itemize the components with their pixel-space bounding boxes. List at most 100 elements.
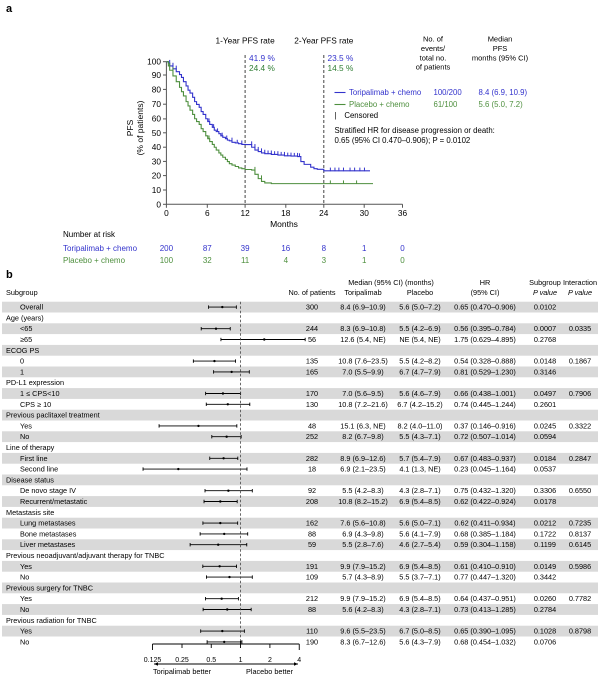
svg-text:0.66 (0.438–1.001): 0.66 (0.438–1.001) — [454, 389, 516, 398]
svg-text:6.9 (5.4–8.5): 6.9 (5.4–8.5) — [399, 562, 440, 571]
svg-text:0.8137: 0.8137 — [569, 529, 591, 538]
svg-text:18: 18 — [308, 465, 316, 474]
svg-text:5.6 (4.1–7.9): 5.6 (4.1–7.9) — [399, 529, 440, 538]
svg-text:4.1 (1.3, NE): 4.1 (1.3, NE) — [399, 465, 440, 474]
svg-text:5.7 (5.4–7.9): 5.7 (5.4–7.9) — [399, 454, 440, 463]
svg-text:0.3322: 0.3322 — [569, 421, 591, 430]
svg-text:6.7 (5.0–8.5): 6.7 (5.0–8.5) — [399, 627, 440, 636]
svg-text:1: 1 — [239, 657, 243, 664]
svg-text:0.0537: 0.0537 — [534, 465, 556, 474]
svg-text:No: No — [20, 605, 29, 614]
svg-text:0.61 (0.410–0.910): 0.61 (0.410–0.910) — [454, 562, 516, 571]
svg-text:8.2 (4.0–11.0): 8.2 (4.0–11.0) — [398, 421, 443, 430]
svg-text:9.6 (5.5–23.5): 9.6 (5.5–23.5) — [340, 627, 385, 636]
svg-text:8.3 (6.9–10.8): 8.3 (6.9–10.8) — [340, 324, 385, 333]
svg-text:0.81 (0.529–1.230): 0.81 (0.529–1.230) — [454, 367, 516, 376]
svg-text:1.75 (0.629–4.895): 1.75 (0.629–4.895) — [454, 335, 516, 344]
svg-text:<65: <65 — [20, 324, 32, 333]
svg-text:5.5 (4.2–6.9): 5.5 (4.2–6.9) — [399, 324, 440, 333]
svg-text:Metastasis site: Metastasis site — [6, 508, 54, 517]
svg-text:(95% CI): (95% CI) — [471, 288, 500, 297]
svg-text:6.7 (4.7–7.9): 6.7 (4.7–7.9) — [399, 367, 440, 376]
svg-text:0.56 (0.395–0.784): 0.56 (0.395–0.784) — [454, 324, 516, 333]
svg-text:Lung metastases: Lung metastases — [20, 519, 76, 528]
svg-text:7.6 (5.6–10.8): 7.6 (5.6–10.8) — [340, 519, 385, 528]
svg-text:4.3 (2.8–7.1): 4.3 (2.8–7.1) — [399, 605, 440, 614]
svg-text:130: 130 — [306, 400, 318, 409]
svg-text:CPS ≥ 10: CPS ≥ 10 — [20, 400, 51, 409]
svg-text:0.54 (0.328–0.888): 0.54 (0.328–0.888) — [454, 357, 516, 366]
svg-text:0.6550: 0.6550 — [569, 486, 591, 495]
svg-text:0.125: 0.125 — [144, 657, 162, 664]
svg-text:0.0335: 0.0335 — [569, 324, 591, 333]
svg-text:0.65 (0.390–1.095): 0.65 (0.390–1.095) — [454, 627, 516, 636]
svg-text:190: 190 — [306, 637, 318, 646]
svg-text:0.67 (0.483–0.937): 0.67 (0.483–0.937) — [454, 454, 516, 463]
svg-text:0.62 (0.411–0.934): 0.62 (0.411–0.934) — [454, 519, 515, 528]
svg-text:0.3442: 0.3442 — [534, 573, 556, 582]
svg-text:0.62 (0.422–0.924): 0.62 (0.422–0.924) — [454, 497, 516, 506]
svg-text:No. of patients: No. of patients — [288, 288, 335, 297]
svg-text:Overall: Overall — [20, 303, 43, 312]
svg-text:59: 59 — [308, 540, 316, 549]
svg-text:Previous paclitaxel treatment: Previous paclitaxel treatment — [6, 411, 100, 420]
svg-text:0.0245: 0.0245 — [534, 421, 556, 430]
svg-text:Age (years): Age (years) — [6, 313, 44, 322]
svg-text:0.1028: 0.1028 — [534, 627, 556, 636]
svg-text:Yes: Yes — [20, 627, 32, 636]
svg-text:88: 88 — [308, 529, 316, 538]
svg-text:Median (95% CI) (months): Median (95% CI) (months) — [348, 278, 434, 287]
svg-text:No: No — [20, 573, 29, 582]
svg-text:Second line: Second line — [20, 465, 58, 474]
svg-text:0.7782: 0.7782 — [569, 594, 591, 603]
svg-text:0.0594: 0.0594 — [534, 432, 556, 441]
svg-text:Previous radiation for TNBC: Previous radiation for TNBC — [6, 616, 97, 625]
svg-text:135: 135 — [306, 357, 318, 366]
svg-text:244: 244 — [306, 324, 318, 333]
svg-text:0.2768: 0.2768 — [534, 335, 556, 344]
svg-text:5.7 (4.3–8.9): 5.7 (4.3–8.9) — [342, 573, 383, 582]
svg-text:10.8 (7.6–23.5): 10.8 (7.6–23.5) — [338, 357, 388, 366]
svg-text:2: 2 — [268, 657, 272, 664]
svg-text:0.0178: 0.0178 — [534, 497, 556, 506]
svg-text:170: 170 — [306, 389, 318, 398]
svg-text:0.2601: 0.2601 — [534, 400, 556, 409]
svg-text:0.0149: 0.0149 — [534, 562, 556, 571]
svg-text:109: 109 — [306, 573, 318, 582]
svg-text:0.7235: 0.7235 — [569, 519, 591, 528]
svg-text:0.0007: 0.0007 — [534, 324, 556, 333]
svg-text:Bone metastases: Bone metastases — [20, 529, 77, 538]
svg-text:10.8 (7.2–21.6): 10.8 (7.2–21.6) — [338, 400, 388, 409]
svg-text:92: 92 — [308, 486, 316, 495]
svg-text:Yes: Yes — [20, 594, 32, 603]
svg-text:5.5 (4.2–8.2): 5.5 (4.2–8.2) — [399, 357, 440, 366]
svg-text:0.0706: 0.0706 — [534, 637, 556, 646]
svg-text:PD-L1 expression: PD-L1 expression — [6, 378, 64, 387]
svg-text:0.0102: 0.0102 — [534, 303, 556, 312]
svg-text:0.75 (0.432–1.320): 0.75 (0.432–1.320) — [454, 486, 516, 495]
svg-text:5.6 (4.2–8.3): 5.6 (4.2–8.3) — [342, 605, 383, 614]
svg-text:15.1 (6.3, NE): 15.1 (6.3, NE) — [340, 421, 385, 430]
svg-text:ECOG PS: ECOG PS — [6, 346, 39, 355]
svg-text:0.0148: 0.0148 — [534, 357, 556, 366]
svg-text:212: 212 — [306, 594, 318, 603]
svg-text:5.5 (4.2–8.3): 5.5 (4.2–8.3) — [342, 486, 383, 495]
svg-text:b: b — [6, 269, 13, 281]
svg-text:1 ≤ CPS<10: 1 ≤ CPS<10 — [20, 389, 60, 398]
svg-text:0.68 (0.454–1.032): 0.68 (0.454–1.032) — [454, 637, 516, 646]
svg-text:8.9 (6.9–12.6): 8.9 (6.9–12.6) — [340, 454, 385, 463]
svg-text:0.1867: 0.1867 — [569, 357, 591, 366]
svg-text:0.64 (0.437–0.951): 0.64 (0.437–0.951) — [454, 594, 516, 603]
svg-text:1: 1 — [20, 367, 24, 376]
svg-text:Liver metastases: Liver metastases — [20, 540, 76, 549]
svg-text:165: 165 — [306, 367, 318, 376]
svg-text:10.8 (8.2–15.2): 10.8 (8.2–15.2) — [338, 497, 388, 506]
svg-text:0.1722: 0.1722 — [534, 529, 556, 538]
svg-text:4: 4 — [297, 657, 301, 664]
svg-text:162: 162 — [306, 519, 318, 528]
svg-text:0.77 (0.447–1.320): 0.77 (0.447–1.320) — [454, 573, 516, 582]
svg-text:0.72 (0.507–1.014): 0.72 (0.507–1.014) — [454, 432, 516, 441]
svg-text:0: 0 — [20, 357, 24, 366]
svg-text:0.74 (0.445–1.244): 0.74 (0.445–1.244) — [454, 400, 516, 409]
svg-text:Previous neoadjuvant/adjuvant: Previous neoadjuvant/adjuvant therapy fo… — [6, 551, 164, 560]
